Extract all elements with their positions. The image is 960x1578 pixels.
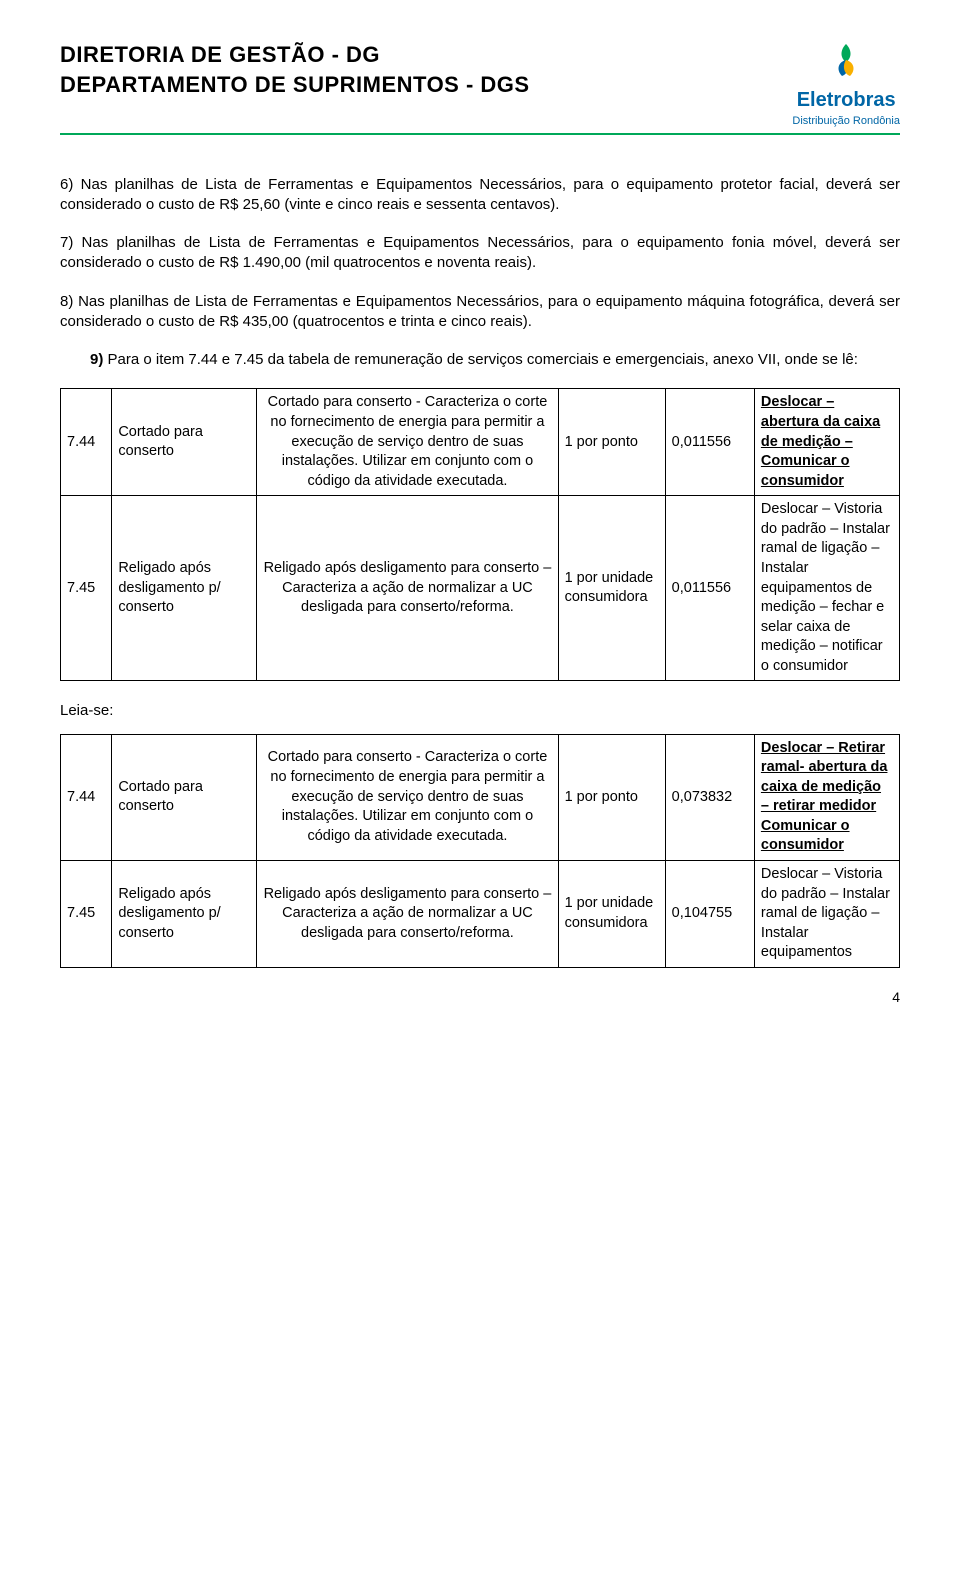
cell-unit: 1 por ponto [558, 389, 665, 496]
paragraph-7: 7) Nas planilhas de Lista de Ferramentas… [60, 233, 900, 274]
paragraph-9: 9) Para o item 7.44 e 7.45 da tabela de … [60, 350, 900, 370]
service-table-corrected: 7.44Cortado para consertoCortado para co… [60, 734, 900, 968]
table1-body: 7.44Cortado para consertoCortado para co… [61, 389, 900, 681]
table-row: 7.44Cortado para consertoCortado para co… [61, 389, 900, 496]
cell-action: Deslocar – Retirar ramal- abertura da ca… [754, 734, 899, 860]
cell-name: Cortado para conserto [112, 389, 257, 496]
paragraph-6: 6) Nas planilhas de Lista de Ferramentas… [60, 175, 900, 216]
eletrobras-logo-icon [826, 40, 866, 80]
cell-name: Religado após desligamento p/ conserto [112, 860, 257, 967]
paragraph-8: 8) Nas planilhas de Lista de Ferramentas… [60, 292, 900, 333]
cell-value: 0,011556 [665, 496, 754, 681]
cell-id: 7.45 [61, 860, 112, 967]
cell-id: 7.44 [61, 734, 112, 860]
page-number: 4 [60, 988, 900, 1007]
header-titles: DIRETORIA DE GESTÃO - DG DEPARTAMENTO DE… [60, 40, 530, 99]
cell-action: Deslocar – Vistoria do padrão – Instalar… [754, 860, 899, 967]
cell-action: Deslocar – abertura da caixa de medição … [754, 389, 899, 496]
header-divider [60, 133, 900, 135]
cell-name: Cortado para conserto [112, 734, 257, 860]
leia-se-label: Leia-se: [60, 701, 900, 721]
brand-subtitle: Distribuição Rondônia [792, 114, 900, 129]
service-table-original: 7.44Cortado para consertoCortado para co… [60, 388, 900, 681]
cell-unit: 1 por ponto [558, 734, 665, 860]
cell-action: Deslocar – Vistoria do padrão – Instalar… [754, 496, 899, 681]
cell-description: Religado após desligamento para conserto… [257, 496, 558, 681]
cell-unit: 1 por unidade consumidora [558, 496, 665, 681]
cell-id: 7.45 [61, 496, 112, 681]
table-row: 7.45Religado após desligamento p/ conser… [61, 496, 900, 681]
brand-name: Eletrobras [792, 87, 900, 114]
paragraph-9-body: Para o item 7.44 e 7.45 da tabela de rem… [108, 351, 858, 368]
cell-value: 0,104755 [665, 860, 754, 967]
cell-unit: 1 por unidade consumidora [558, 860, 665, 967]
table-row: 7.44Cortado para consertoCortado para co… [61, 734, 900, 860]
brand-logo-block: Eletrobras Distribuição Rondônia [792, 40, 900, 129]
cell-description: Cortado para conserto - Caracteriza o co… [257, 389, 558, 496]
cell-id: 7.44 [61, 389, 112, 496]
table2-body: 7.44Cortado para consertoCortado para co… [61, 734, 900, 967]
cell-name: Religado após desligamento p/ conserto [112, 496, 257, 681]
table-row: 7.45Religado após desligamento p/ conser… [61, 860, 900, 967]
cell-value: 0,011556 [665, 389, 754, 496]
header-title-2: DEPARTAMENTO DE SUPRIMENTOS - DGS [60, 70, 530, 100]
cell-description: Religado após desligamento para conserto… [257, 860, 558, 967]
cell-value: 0,073832 [665, 734, 754, 860]
header-title-1: DIRETORIA DE GESTÃO - DG [60, 40, 530, 70]
cell-description: Cortado para conserto - Caracteriza o co… [257, 734, 558, 860]
document-header: DIRETORIA DE GESTÃO - DG DEPARTAMENTO DE… [60, 40, 900, 129]
paragraph-9-lead: 9) [90, 351, 108, 368]
